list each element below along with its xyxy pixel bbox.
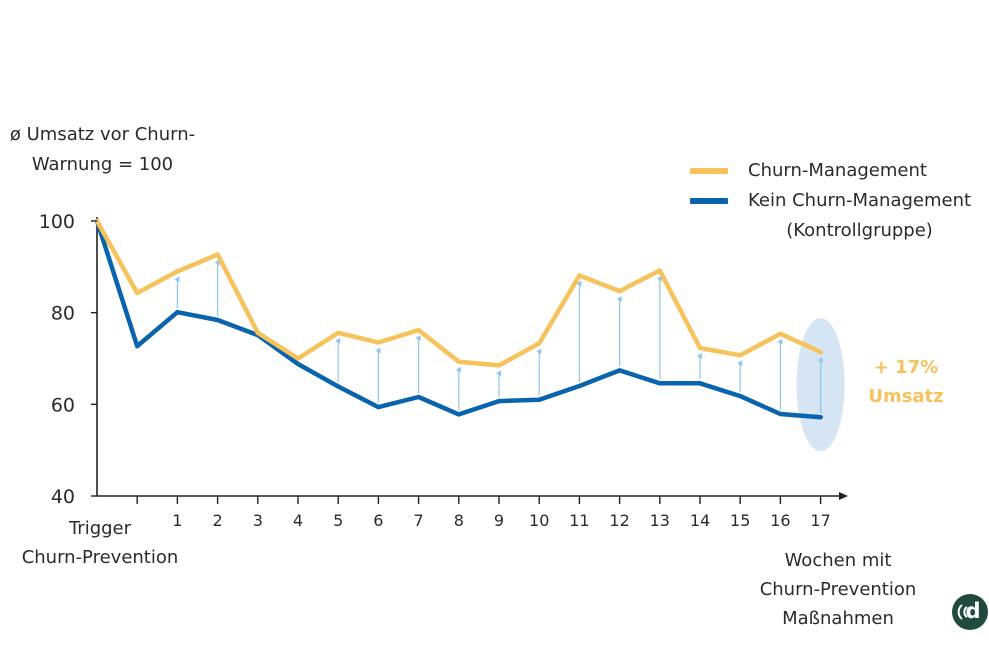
x-tick-label: 13	[650, 511, 670, 530]
x-axis-label-line-2: Churn-Prevention	[759, 579, 917, 600]
data-point-kein-churn-management	[577, 383, 582, 389]
y-tick-label: 100	[39, 211, 75, 233]
data-point-kein-churn-management	[416, 394, 421, 400]
annotation-line-1: + 17%	[873, 357, 939, 378]
data-point-kein-churn-management	[738, 393, 743, 399]
data-point-kein-churn-management	[295, 361, 301, 367]
x-axis-arrowhead	[839, 492, 848, 500]
data-point-kein-churn-management	[215, 317, 220, 323]
data-point-churn-management	[175, 269, 180, 274]
data-point-churn-management	[697, 345, 703, 351]
y-tick-label: 80	[51, 303, 75, 325]
y-axis-label-line-1: ø Umsatz vor Churn-	[9, 124, 196, 145]
data-point-kein-churn-management	[697, 381, 703, 386]
x-tick-label: 14	[690, 511, 710, 530]
data-point-kein-churn-management	[376, 404, 381, 410]
x-tick-label: 5	[333, 511, 343, 530]
data-point-kein-churn-management	[496, 398, 502, 404]
legend-label-line-2: (Kontrollgruppe)	[786, 220, 933, 241]
legend-item-kein-churn-management: Kein Churn-Management (Kontrollgruppe)	[690, 186, 971, 246]
data-point-kein-churn-management	[537, 397, 542, 402]
data-point-churn-management	[255, 330, 260, 336]
trigger-label-line-1: Trigger	[68, 518, 132, 539]
data-point-churn-management	[778, 331, 783, 336]
x-tick-label: 3	[253, 511, 263, 530]
data-point-churn-management	[215, 252, 220, 257]
data-point-churn-management	[657, 268, 662, 273]
data-point-churn-management	[456, 359, 461, 364]
legend-label-line-1: Kein Churn-Management	[748, 190, 972, 211]
legend: Churn-Management Kein Churn-Management (…	[690, 156, 971, 246]
x-tick-label: 8	[454, 511, 464, 530]
annotation-line-2: Umsatz	[868, 386, 944, 407]
x-tick-label: 9	[494, 511, 504, 530]
x-tick-label: 2	[213, 511, 223, 530]
x-tick-label: 12	[609, 511, 629, 530]
x-tick-label: 4	[293, 511, 303, 530]
data-point-kein-churn-management	[778, 411, 783, 417]
x-tick-label: 17	[810, 511, 830, 530]
data-point-kein-churn-management	[657, 381, 662, 386]
legend-item-churn-management: Churn-Management	[690, 156, 971, 186]
x-axis-label-line-1: Wochen mit	[784, 550, 892, 571]
data-point-churn-management	[496, 363, 502, 368]
data-point-churn-management	[416, 327, 421, 333]
x-axis-label: Wochen mit Churn-Prevention Maßnahmen	[745, 546, 931, 633]
y-axis-label: ø Umsatz vor Churn- Warnung = 100	[0, 120, 205, 180]
data-point-kein-churn-management	[818, 414, 823, 420]
legend-swatch-blue	[690, 198, 728, 204]
data-point-churn-management	[577, 273, 582, 278]
revenue-uplift-annotation: + 17% Umsatz	[848, 353, 964, 411]
legend-label-churn-management: Churn-Management	[748, 160, 927, 181]
data-point-churn-management	[336, 330, 341, 336]
x-tick-label: 7	[414, 511, 424, 530]
data-point-kein-churn-management	[175, 310, 180, 315]
data-point-kein-churn-management	[135, 343, 140, 349]
y-tick-label: 40	[51, 486, 75, 508]
data-point-churn-management	[135, 290, 140, 296]
x-tick-label: 6	[373, 511, 383, 530]
trigger-label-line-2: Churn-Prevention	[21, 547, 179, 568]
x-tick-label: 11	[569, 511, 589, 530]
data-point-churn-management	[738, 353, 743, 358]
x-axis-label-line-3: Maßnahmen	[782, 608, 894, 629]
data-point-kein-churn-management	[336, 384, 341, 389]
legend-swatch-orange	[690, 168, 728, 174]
data-point-churn-management	[537, 341, 542, 346]
x-tick-label: 16	[770, 511, 790, 530]
legend-label-kein-churn-management: Kein Churn-Management (Kontrollgruppe)	[748, 186, 971, 246]
data-point-churn-management	[295, 356, 301, 361]
x-tick-label: 1	[172, 511, 182, 530]
brand-logo: d	[952, 594, 988, 630]
x-tick-label: 15	[730, 511, 750, 530]
logo-waves-icon	[957, 604, 968, 620]
y-tick-label: 60	[51, 394, 75, 416]
y-axis-label-line-2: Warnung = 100	[31, 154, 174, 175]
data-point-churn-management	[617, 288, 622, 294]
data-point-kein-churn-management	[456, 412, 461, 417]
logo-letter-icon: d	[965, 599, 981, 623]
data-point-kein-churn-management	[617, 368, 622, 373]
data-point-churn-management	[818, 349, 823, 355]
data-point-churn-management	[376, 340, 381, 345]
trigger-label: Trigger Churn-Prevention	[10, 514, 190, 572]
x-tick-label: 10	[529, 511, 549, 530]
